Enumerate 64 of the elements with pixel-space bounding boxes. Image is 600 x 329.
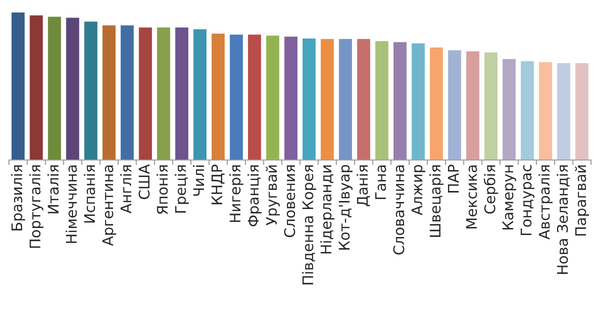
- bar: [446, 49, 462, 160]
- bar: [410, 42, 426, 160]
- bar: [246, 33, 262, 160]
- x-tick-label: Чилі: [192, 166, 204, 196]
- x-tick-label: Уругвай: [266, 165, 280, 226]
- bar: [502, 58, 517, 160]
- x-tick-label: Аргентина: [102, 165, 116, 246]
- bar: [283, 36, 299, 160]
- bar: [574, 62, 590, 160]
- x-tick-label: Мексика: [466, 165, 478, 228]
- x-tick-label: Сербія: [484, 165, 498, 214]
- bar: [356, 38, 372, 160]
- bar: [465, 50, 480, 160]
- bar: [483, 51, 499, 160]
- bar: [10, 12, 26, 160]
- x-tick-label: Испанія: [84, 165, 96, 222]
- x-tick-label: Бразилія: [11, 165, 26, 230]
- bar: [46, 16, 62, 160]
- bar: [301, 37, 317, 160]
- x-tick-label: Греція: [174, 165, 189, 213]
- bar: [338, 38, 354, 160]
- bar: [192, 28, 208, 160]
- bar: [101, 24, 117, 160]
- bar: [83, 20, 98, 160]
- x-tick-label: Парагвай: [574, 165, 589, 236]
- bar: [556, 62, 572, 160]
- x-tick-label: ПАР: [448, 164, 459, 192]
- x-tick-label: Нідерланди: [320, 165, 334, 254]
- x-tick-label: Словения: [284, 165, 296, 238]
- x-tick-label: Данія: [356, 165, 370, 206]
- bar: [374, 40, 390, 160]
- bar: [28, 14, 44, 160]
- bar: [138, 26, 154, 160]
- bar: [174, 26, 190, 160]
- bar: [156, 26, 172, 160]
- x-tick-label: Швецарія: [429, 165, 444, 237]
- x-tick-label: Японія: [156, 165, 168, 214]
- bar: [228, 33, 244, 160]
- bar: [65, 16, 80, 160]
- x-tick-label: США: [138, 164, 150, 200]
- x-tick-label: Алжир: [412, 164, 426, 216]
- x-tick-label: КНДР: [212, 164, 224, 204]
- x-tick-label: Кот-д'Івуар: [338, 164, 353, 250]
- x-tick-label: Німеччина: [66, 165, 77, 243]
- bar: [320, 38, 335, 160]
- x-tick-label: Австралія: [538, 165, 553, 240]
- bar: [392, 41, 408, 160]
- x-tick-label: Південна Корея: [302, 165, 316, 284]
- bar: [120, 24, 135, 160]
- x-tick-label: Англія: [120, 165, 132, 214]
- bar: [428, 46, 444, 160]
- x-tick-label: Гондурас: [520, 165, 534, 236]
- x-tick-label: Нигерія: [229, 165, 244, 222]
- bar: [265, 34, 280, 160]
- bar: [538, 61, 554, 160]
- x-tick-label: Португалія: [29, 165, 44, 248]
- x-tick-label: Нова Зеландія: [556, 165, 570, 274]
- bar: [210, 32, 226, 160]
- x-tick-label: Гана: [375, 165, 386, 200]
- x-tick-label: Камерун: [502, 165, 516, 230]
- x-tick-label: Франція: [247, 165, 262, 226]
- x-tick-label: Италія: [47, 165, 59, 214]
- x-tick-label: Словаччина: [393, 165, 404, 254]
- bar: [520, 60, 535, 160]
